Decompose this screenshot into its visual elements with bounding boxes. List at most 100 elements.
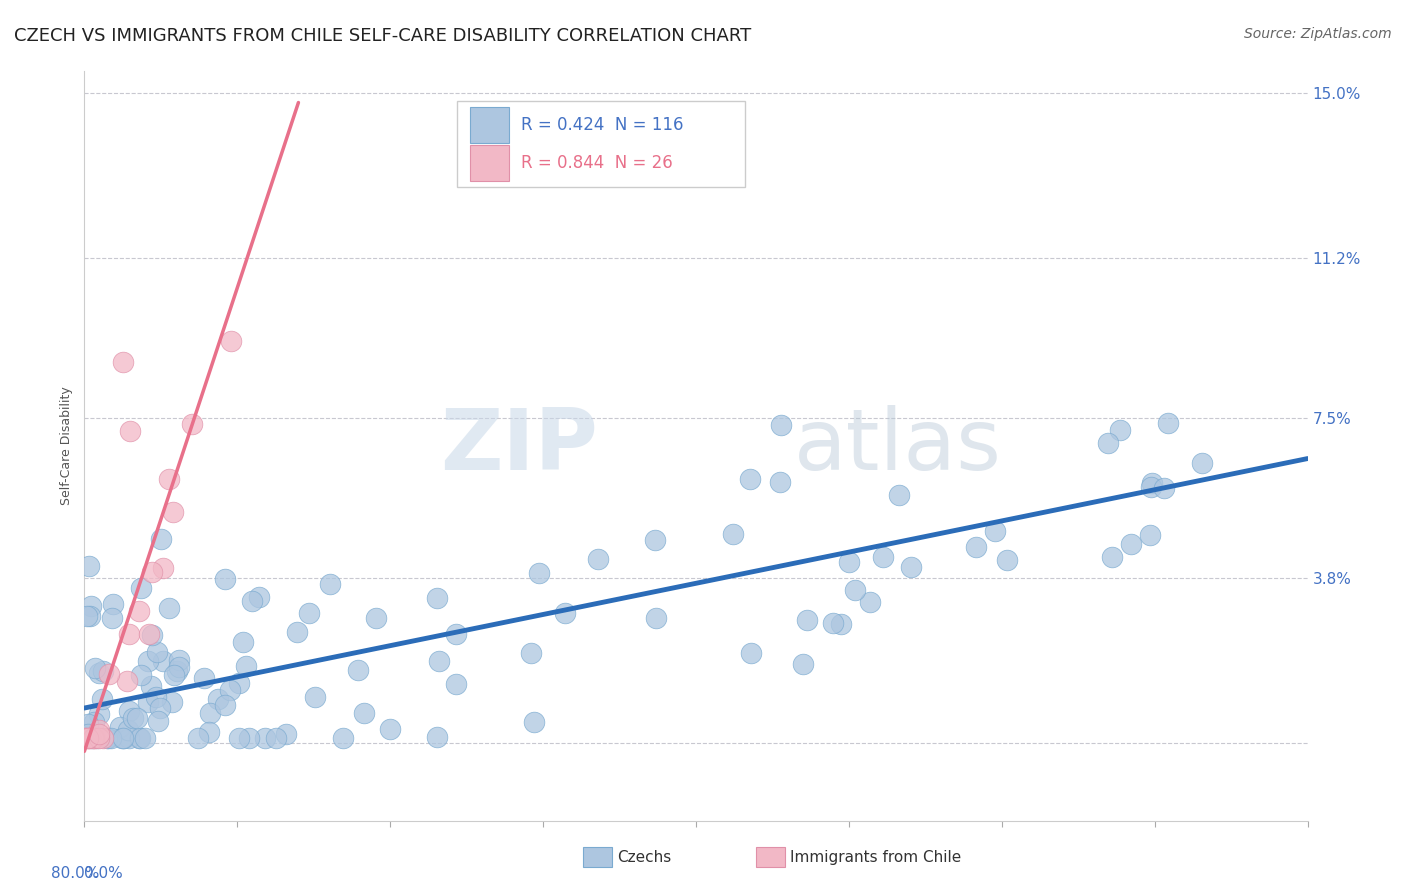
Point	[740, 646, 762, 660]
Point	[134, 731, 156, 746]
Point	[304, 690, 326, 705]
Point	[446, 627, 468, 641]
Point	[87, 731, 110, 746]
Point	[82, 731, 104, 746]
Point	[378, 722, 401, 736]
Text: atlas: atlas	[794, 404, 1002, 488]
Point	[118, 731, 141, 746]
Point	[79, 731, 101, 746]
Point	[77, 731, 100, 746]
Point	[214, 572, 236, 586]
Point	[128, 604, 150, 618]
Point	[995, 553, 1018, 567]
Point	[167, 653, 190, 667]
Point	[984, 524, 1007, 539]
Text: Czechs: Czechs	[617, 850, 672, 864]
Point	[644, 533, 666, 548]
Point	[588, 552, 610, 566]
Point	[149, 532, 172, 546]
Point	[118, 704, 141, 718]
Text: 80.0%: 80.0%	[51, 865, 100, 880]
Point	[93, 731, 115, 746]
Point	[872, 550, 894, 565]
Point	[115, 674, 138, 689]
Point	[228, 676, 250, 690]
Point	[238, 731, 260, 746]
Point	[152, 561, 174, 575]
Point	[77, 717, 100, 731]
Point	[186, 731, 208, 746]
Point	[122, 711, 145, 725]
Point	[96, 731, 118, 746]
Point	[235, 658, 257, 673]
Point	[80, 731, 103, 746]
Point	[149, 700, 172, 714]
Point	[87, 706, 110, 721]
Point	[91, 664, 114, 678]
Point	[77, 558, 100, 573]
Point	[247, 591, 270, 605]
Point	[228, 731, 250, 746]
Point	[554, 607, 576, 621]
Point	[319, 577, 342, 591]
Point	[792, 657, 814, 671]
Point	[207, 692, 229, 706]
Point	[200, 706, 222, 720]
Point	[163, 667, 186, 681]
Text: CZECH VS IMMIGRANTS FROM CHILE SELF-CARE DISABILITY CORRELATION CHART: CZECH VS IMMIGRANTS FROM CHILE SELF-CARE…	[14, 27, 751, 45]
Point	[97, 667, 120, 681]
Point	[1157, 417, 1180, 431]
Point	[1191, 456, 1213, 470]
Text: ZIP: ZIP	[440, 404, 598, 488]
Point	[266, 731, 288, 746]
Point	[83, 715, 105, 730]
Point	[141, 627, 163, 641]
Point	[527, 566, 550, 580]
Point	[838, 555, 860, 569]
Point	[162, 505, 184, 519]
Point	[129, 667, 152, 681]
Point	[117, 723, 139, 737]
FancyBboxPatch shape	[470, 107, 509, 144]
Point	[83, 661, 105, 675]
Point	[523, 714, 546, 729]
Point	[1097, 436, 1119, 450]
Point	[332, 731, 354, 746]
Point	[97, 731, 120, 746]
Text: Immigrants from Chile: Immigrants from Chile	[790, 850, 962, 864]
FancyBboxPatch shape	[470, 145, 509, 181]
Point	[75, 731, 97, 746]
Point	[79, 609, 101, 624]
Point	[145, 690, 167, 704]
Point	[721, 527, 744, 541]
Point	[644, 611, 666, 625]
Point	[141, 565, 163, 579]
Point	[136, 655, 159, 669]
Point	[111, 731, 134, 746]
Point	[117, 627, 139, 641]
Point	[821, 615, 844, 630]
Y-axis label: Self-Care Disability: Self-Care Disability	[60, 386, 73, 506]
Point	[859, 594, 882, 608]
Point	[219, 682, 242, 697]
Point	[214, 698, 236, 713]
Point	[128, 731, 150, 746]
Point	[427, 654, 450, 668]
Point	[353, 706, 375, 720]
Point	[1101, 549, 1123, 564]
Point	[285, 625, 308, 640]
Text: 0.0%: 0.0%	[84, 865, 124, 880]
Point	[770, 417, 793, 432]
Point	[128, 731, 150, 746]
Point	[136, 695, 159, 709]
Point	[519, 646, 541, 660]
Point	[830, 617, 852, 632]
Point	[1142, 475, 1164, 490]
Point	[1153, 481, 1175, 495]
Point	[100, 611, 122, 625]
Point	[160, 695, 183, 709]
Point	[83, 731, 105, 746]
Point	[79, 731, 101, 746]
Point	[426, 591, 449, 605]
Point	[887, 488, 910, 502]
